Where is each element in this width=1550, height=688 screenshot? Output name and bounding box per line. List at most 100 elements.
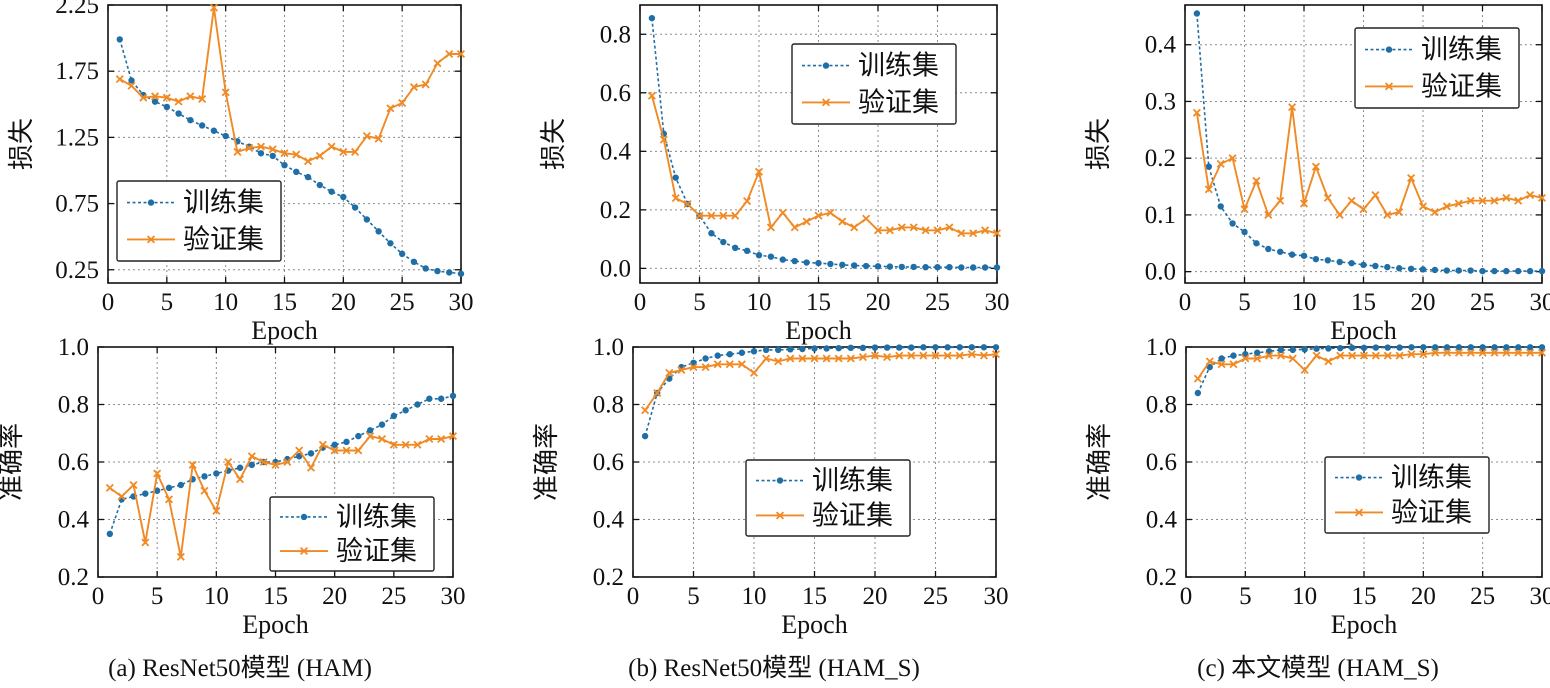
point-train [1526,267,1534,275]
point-val [897,223,906,232]
point-val [362,132,371,141]
legend-label-val: 验证集 [1391,497,1472,527]
x-tick-label: 30 [441,583,466,610]
y-tick-label: 1.0 [593,334,624,361]
x-tick-label: 25 [925,289,950,316]
point-val [653,388,662,398]
point-val [351,147,360,156]
point-val [957,229,966,238]
point-val [1490,196,1499,205]
point-val [212,506,221,515]
point-train [1396,344,1403,351]
caption-a: (a) ResNet50模型 (HAM) [108,654,372,682]
point-train [726,350,733,358]
point-val [1299,199,1309,208]
point-val [1324,357,1333,366]
point-train [1526,344,1534,351]
point-val [1383,210,1392,219]
x-tick-label: 20 [1411,289,1436,316]
chart-a-loss: 0 5 10 15 20 25 30 0.25 0.75 1.25 1.75 2.25 Epoch 损失训… [7,0,474,345]
y-tick-label: 0.2 [600,197,631,224]
point-train [1300,252,1308,259]
x-tick-label: 30 [1530,583,1550,610]
point-val [1205,357,1214,366]
point-train [932,344,939,351]
point-val [701,363,710,372]
x-tick-label: 30 [984,583,1009,610]
point-val [421,80,430,89]
x-tick-label: 5 [161,289,174,316]
point-train [387,240,394,247]
y-tick-label: 0.3 [1145,88,1176,115]
series-train [1194,344,1546,397]
point-train [944,344,951,351]
point-train [910,263,917,271]
point-train [1372,344,1380,351]
point-train [1407,265,1415,273]
point-val [766,223,775,232]
point-train [390,412,398,420]
legend-box [116,180,282,262]
point-train [201,473,208,480]
point-val [921,226,930,235]
point-val [719,211,728,220]
legend-label-train: 训练集 [183,188,264,218]
point-val [1371,351,1380,360]
point-train [672,174,679,181]
point-val [1192,108,1201,117]
point-val [1418,202,1428,211]
point-val [327,142,336,151]
point-train [1479,344,1486,351]
point-val [1347,196,1356,205]
y-tick-label: 0.4 [1145,32,1177,59]
point-val [822,354,831,363]
x-tick-label: 10 [742,583,767,610]
point-train [328,188,335,195]
point-val [1288,103,1297,112]
point-val [437,434,446,444]
point-val [1454,348,1463,357]
series-val [641,350,1001,415]
point-val [665,368,674,377]
point-train [787,346,794,353]
point-val [873,226,883,235]
point-val [1241,354,1250,363]
point-train [1206,363,1213,371]
y-tick-label: 0.2 [593,564,624,591]
point-val [209,3,218,12]
point-val [295,446,304,455]
legend-marker-val [1354,508,1364,517]
x-tick-label: 30 [449,289,474,316]
x-tick-label: 30 [1530,289,1550,316]
point-train [1503,344,1510,351]
point-train [343,438,350,446]
y-tick-label: 0.6 [593,449,624,476]
point-val [1371,191,1380,200]
point-train [1443,344,1451,351]
x-tick-label: 10 [213,289,238,316]
point-train [1230,352,1237,359]
point-train [340,193,347,201]
point-val [1193,374,1202,383]
point-val [1490,348,1499,357]
point-train [1431,266,1439,274]
point-val [271,460,280,469]
y-tick-label: 0.8 [593,392,624,419]
point-val [1443,348,1452,357]
point-train [398,250,406,258]
point-train [1396,265,1403,272]
y-tick-label: 1.75 [55,58,99,85]
point-train [862,262,870,270]
point-val [318,440,327,449]
legend-label-val: 验证集 [1421,71,1502,101]
point-train [767,253,775,260]
x-tick-label: 0 [634,289,647,316]
legend-marker-train [822,62,830,69]
x-tick-label: 0 [1180,583,1193,610]
point-train [946,263,953,271]
point-val [814,211,823,220]
point-val [969,229,978,238]
point-train [151,98,159,105]
